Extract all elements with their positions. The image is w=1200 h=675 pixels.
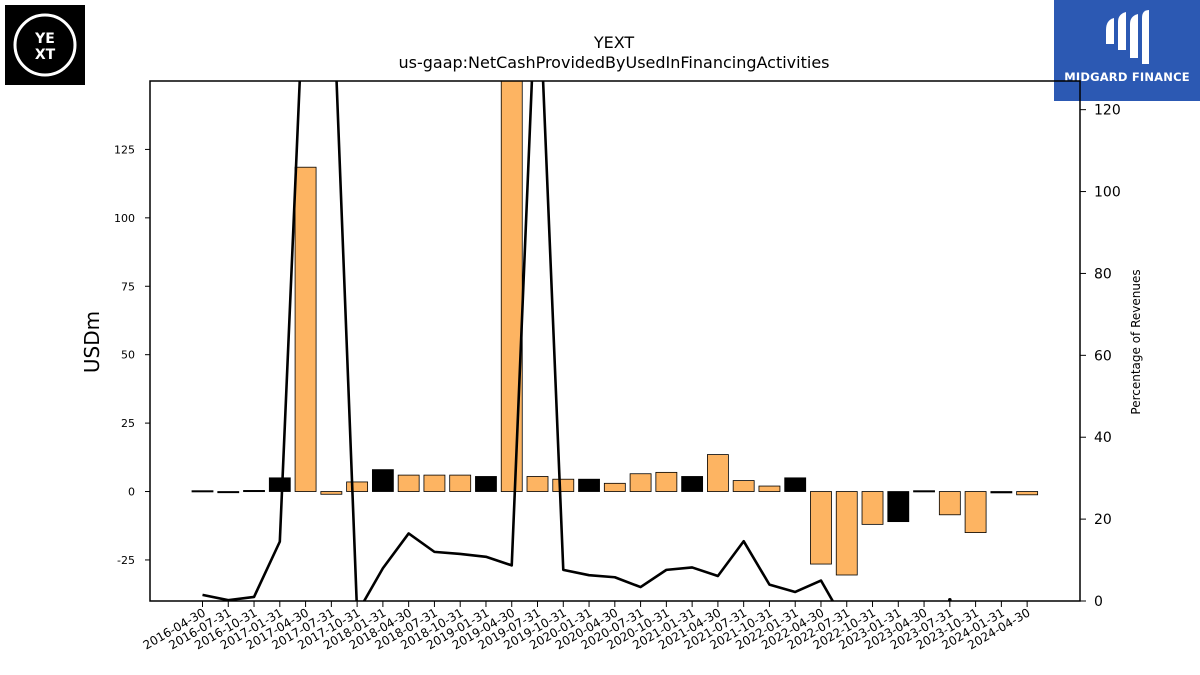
y2-tick-label: 20 <box>1094 512 1112 528</box>
y-tick-label: 0 <box>128 486 135 499</box>
svg-text:XT: XT <box>35 47 56 63</box>
y-tick-label: -25 <box>117 554 135 567</box>
bar-2023-04-30 <box>913 490 935 493</box>
bar-2021-07-31 <box>732 480 755 492</box>
bar-2019-10-31 <box>552 478 575 492</box>
bar-2020-01-31 <box>578 478 600 492</box>
svg-text:YE: YE <box>34 31 55 47</box>
chart-subtitle: us-gaap:NetCashProvidedByUsedInFinancing… <box>398 53 829 72</box>
y2-tick-label: 0 <box>1094 594 1103 610</box>
y-tick-label: 100 <box>114 212 135 225</box>
bar-2022-10-31 <box>861 491 884 525</box>
bar-2024-04-30 <box>1016 491 1039 496</box>
bar-2023-01-31 <box>887 491 910 523</box>
bar-2022-04-30 <box>810 491 832 565</box>
bar-2019-07-31 <box>526 476 549 492</box>
y2-tick-label: 120 <box>1094 103 1121 119</box>
bar-2017-07-31 <box>320 491 343 495</box>
bar-2018-10-31 <box>449 474 472 492</box>
midgard-logo: MIDGARD FINANCE <box>1054 0 1200 101</box>
chart-title: YEXT <box>593 33 635 52</box>
y2-tick-label: 60 <box>1094 348 1112 364</box>
bar-2023-07-31 <box>938 491 961 516</box>
midgard-logo-icon <box>1106 10 1149 64</box>
bar-2024-01-31 <box>990 491 1013 494</box>
bar-2016-10-31 <box>243 490 265 493</box>
y2-axis-label: Percentage of Revenues <box>1129 269 1143 414</box>
yext-logo-icon: YE XT <box>13 13 77 77</box>
bar-2020-04-30 <box>603 482 626 492</box>
bar-2020-10-31 <box>655 471 678 492</box>
bar-2019-01-31 <box>475 476 497 492</box>
bar-2022-07-31 <box>835 491 858 576</box>
bar-2018-04-30 <box>397 474 420 492</box>
bar-2018-07-31 <box>423 474 446 492</box>
bar-2016-07-31 <box>217 491 240 494</box>
y2-tick-label: 100 <box>1094 185 1121 201</box>
bar-2017-01-31 <box>268 477 291 492</box>
bar-2020-07-31 <box>629 473 652 492</box>
bar-2019-04-30 <box>500 81 523 492</box>
bar-2016-04-30 <box>191 490 214 493</box>
y2-tick-label: 80 <box>1094 266 1112 282</box>
y2-tick-label: 40 <box>1094 430 1112 446</box>
y-tick-label: 75 <box>121 280 135 293</box>
y-tick-label: 25 <box>121 417 135 430</box>
bar-2017-04-30 <box>294 166 317 492</box>
bar-2023-10-31 <box>964 491 987 533</box>
bar-2021-01-31 <box>681 476 704 492</box>
bar-2021-04-30 <box>707 454 729 492</box>
y-axis-label: USDm <box>80 311 104 373</box>
bar-2022-01-31 <box>784 477 807 492</box>
y-tick-label: 125 <box>114 143 135 156</box>
bar-2017-10-31 <box>346 481 369 492</box>
bar-2018-01-31 <box>371 469 394 492</box>
bar-2021-10-31 <box>758 485 781 492</box>
yext-logo: YE XT <box>5 5 85 85</box>
ratio-point-2023-07-31 <box>948 597 952 601</box>
y-tick-label: 50 <box>121 349 135 362</box>
midgard-brand-text: MIDGARD FINANCE <box>1064 70 1190 84</box>
